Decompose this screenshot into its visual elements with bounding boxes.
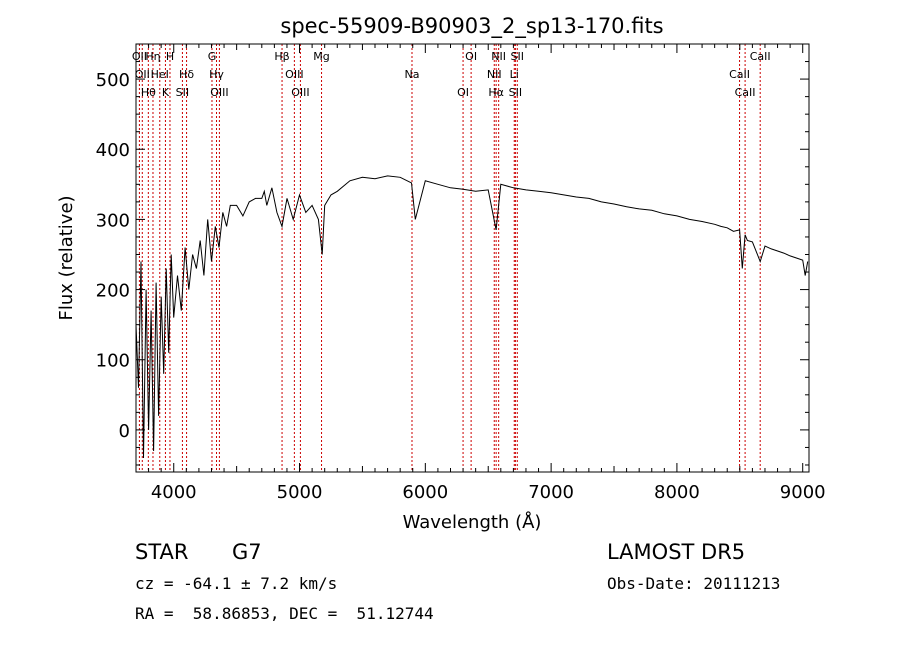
spectral-line-label: HeI: [151, 68, 169, 81]
y-axis: 0 100 200 300 400 500: [96, 43, 809, 466]
observation-date: Obs-Date: 20111213: [607, 574, 781, 593]
spectral-line-label: NII: [487, 68, 502, 81]
spectral-line-label: K: [162, 86, 170, 99]
spectral-line-label: Hα: [488, 86, 504, 99]
spectral-line-label: SII: [511, 50, 524, 63]
spectral-line-label: CaII: [729, 68, 750, 81]
plot-frame: [135, 43, 810, 473]
spectral-line-label: Hδ: [179, 68, 194, 81]
object-subclass: G7: [232, 540, 262, 564]
y-tick-label: 500: [96, 70, 130, 91]
spectral-line-label: Hγ: [209, 68, 224, 81]
x-tick-label: 9000: [780, 482, 826, 503]
spectral-line-label: SII: [176, 86, 189, 99]
spectral-line-label: OIII: [291, 86, 309, 99]
spectral-line-label: Hη: [145, 50, 160, 63]
y-axis-label: Flux (relative): [56, 195, 77, 320]
x-tick-label: 6000: [402, 482, 448, 503]
x-axis: 4000 5000 6000 7000 8000 9000: [135, 44, 826, 503]
x-tick-label: 8000: [654, 482, 700, 503]
y-tick-label: 200: [96, 281, 130, 302]
spectral-line-label: OI: [465, 50, 477, 63]
spectral-line-label: H: [166, 50, 174, 63]
x-tick-label: 5000: [277, 482, 323, 503]
spectral-line-label: OII: [135, 68, 150, 81]
velocity-readout: cz = -64.1 ± 7.2 km/s: [135, 574, 338, 593]
spectral-line-label: OIII: [210, 86, 228, 99]
x-tick-label: 7000: [528, 482, 574, 503]
spectral-line-label: Hβ: [274, 50, 289, 63]
object-class: STAR: [135, 540, 189, 564]
y-tick-label: 0: [119, 421, 130, 442]
y-tick-label: 100: [96, 351, 130, 372]
spectral-line-label: Na: [405, 68, 420, 81]
spectral-line-label: G: [208, 50, 217, 63]
spectral-line-label: Mg: [313, 50, 329, 63]
x-tick-label: 4000: [151, 482, 197, 503]
coordinates-readout: RA = 58.86853, DEC = 51.12744: [135, 604, 434, 623]
chart-title: spec-55909-B90903_2_sp13-170.fits: [280, 14, 663, 39]
spectral-line-label: Hθ: [141, 86, 156, 99]
survey-name: LAMOST DR5: [607, 540, 746, 564]
spectral-line-label: OI: [457, 86, 469, 99]
spectral-line-label: CaII: [750, 50, 771, 63]
spectral-line-label: OIII: [285, 68, 303, 81]
spectral-line-label: NII: [491, 50, 506, 63]
spectral-line-markers: [138, 44, 761, 472]
spectral-line-label: SII: [509, 86, 522, 99]
y-tick-label: 400: [96, 140, 130, 161]
spectral-line-labels: OIIOIIHθHηHeIKHHδSIIGHγOIIIHβOIIIOIIIMgN…: [132, 50, 771, 99]
spectral-line-label: Li: [510, 68, 519, 81]
y-tick-label: 300: [96, 210, 130, 231]
spectral-line-label: CaII: [735, 86, 756, 99]
x-axis-label: Wavelength (Å): [403, 511, 542, 533]
spectrum-trace: [135, 175, 809, 459]
